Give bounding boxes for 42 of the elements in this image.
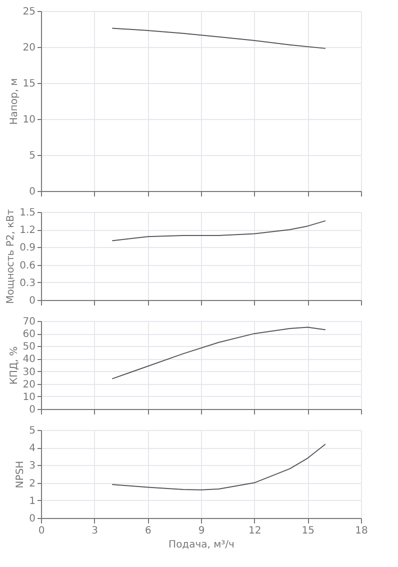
y-tick-label: 0.3 (20, 278, 36, 289)
y-tick-label: 1.2 (20, 225, 36, 236)
y-tick-label: 0 (29, 514, 36, 524)
y-tick-label: 20 (22, 379, 36, 390)
y-tick-label: 1.5 (20, 208, 36, 218)
y-tick-label: 0 (29, 404, 36, 416)
y-tick-label: 60 (22, 329, 36, 340)
y-tick-label: 5 (29, 426, 36, 436)
y-tick-label: 5 (29, 150, 36, 162)
y-tick-label: 0.9 (20, 242, 36, 254)
y-tick-label: 0 (29, 186, 36, 198)
y-axis-title: Напор, м (8, 78, 20, 125)
y-tick-label: 15 (22, 78, 36, 90)
y-tick-label: 20 (22, 42, 36, 54)
y-tick-label: 70 (22, 316, 36, 328)
y-tick-label: 4 (29, 443, 36, 454)
x-tick-label: 6 (144, 526, 152, 536)
y-axis-title: NPSH (15, 460, 26, 488)
x-tick-label: 9 (198, 526, 205, 536)
y-tick-label: 0 (29, 296, 36, 306)
y-tick-label: 30 (22, 366, 36, 378)
x-tick-label: 0 (38, 526, 45, 536)
line-series (112, 220, 326, 242)
y-axis-title: КПД, % (8, 346, 20, 385)
y-axis-title: Мощность P2, кВт (6, 208, 17, 304)
line-series (112, 28, 326, 49)
x-tick-label: 15 (302, 526, 315, 536)
y-tick-label: 40 (22, 354, 36, 366)
y-tick-label: 25 (22, 6, 36, 18)
y-tick-label: 10 (22, 392, 36, 403)
y-tick-label: 3 (29, 460, 36, 472)
y-tick-label: 1 (29, 496, 36, 507)
line-series (112, 326, 326, 380)
x-tick-label: 18 (355, 526, 368, 536)
y-tick-label: 0.6 (20, 260, 36, 272)
y-tick-label: 10 (22, 114, 36, 126)
y-tick-label: 2 (29, 478, 36, 490)
x-axis-title: Подача, м³/ч (168, 540, 234, 550)
x-tick-label: 3 (92, 526, 98, 536)
x-tick-label: 12 (248, 526, 262, 536)
y-tick-label: 50 (22, 342, 36, 353)
line-series (112, 444, 326, 490)
